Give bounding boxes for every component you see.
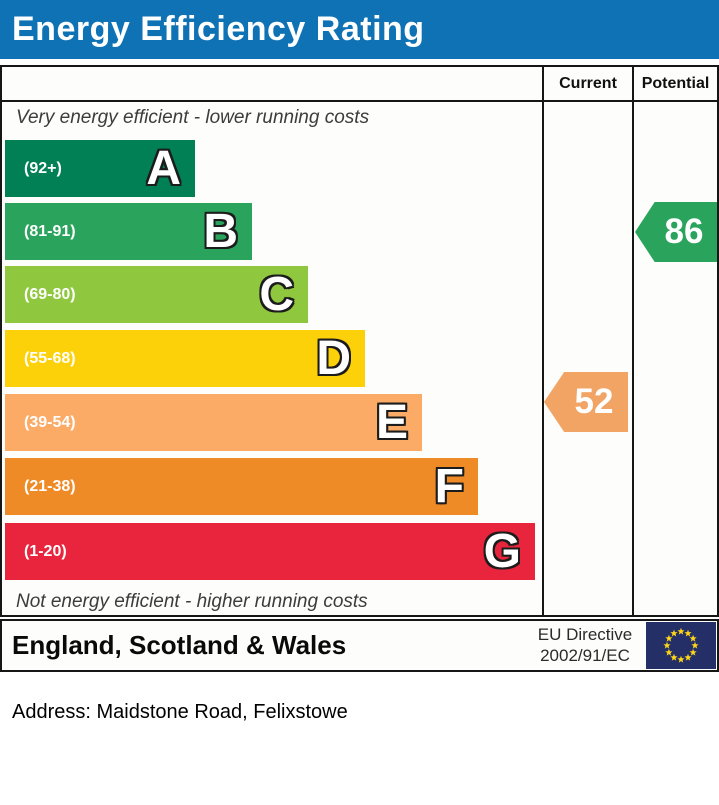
footer: England, Scotland & Wales EU Directive 2… (0, 619, 719, 672)
band-b: (81-91) B (5, 203, 252, 260)
eu-directive-label: EU Directive 2002/91/EC (535, 624, 635, 666)
band-b-letter: B (203, 205, 238, 258)
top-note: Very energy efficient - lower running co… (16, 107, 370, 128)
band-e-letter: E (375, 396, 408, 449)
band-c-range: (69-80) (24, 285, 76, 303)
potential-rating-value: 86 (664, 212, 704, 251)
band-e-range: (39-54) (24, 413, 76, 431)
address-line: Address: Maidstone Road, Felixstowe (12, 701, 348, 723)
band-d-letter: D (316, 332, 351, 385)
band-g-range: (1-20) (24, 542, 67, 560)
header-divider (2, 100, 717, 102)
page-title: Energy Efficiency Rating (12, 10, 425, 48)
current-column-divider (542, 67, 544, 615)
title-bar: Energy Efficiency Rating (0, 0, 719, 59)
current-rating-value: 52 (574, 382, 614, 421)
band-e: (39-54) E (5, 394, 422, 451)
band-c: (69-80) C (5, 266, 308, 323)
eu-flag-icon (646, 622, 716, 669)
bottom-note: Not energy efficient - higher running co… (16, 591, 368, 612)
column-header-potential: Potential (641, 74, 710, 92)
band-f: (21-38) F (5, 458, 478, 515)
potential-rating-arrow: 86 (635, 202, 717, 262)
energy-rating-chart: Current Potential Very energy efficient … (0, 65, 719, 617)
column-header-current: Current (559, 74, 617, 92)
band-f-range: (21-38) (24, 477, 76, 495)
region-label: England, Scotland & Wales (12, 630, 347, 660)
band-f-letter: F (434, 460, 464, 513)
band-b-range: (81-91) (24, 222, 76, 240)
band-g-letter: G (483, 525, 521, 578)
band-c-letter: C (259, 268, 294, 321)
band-d: (55-68) D (5, 330, 365, 387)
band-g: (1-20) G (5, 523, 535, 580)
band-a: (92+) A (5, 140, 195, 197)
band-d-range: (55-68) (24, 349, 76, 367)
potential-column-divider (632, 67, 634, 615)
current-rating-arrow: 52 (544, 372, 628, 432)
band-a-range: (92+) (24, 159, 62, 177)
eu-directive-line1: EU Directive (537, 625, 633, 644)
band-a-letter: A (146, 142, 181, 195)
eu-directive-line2: 2002/91/EC (540, 646, 630, 665)
